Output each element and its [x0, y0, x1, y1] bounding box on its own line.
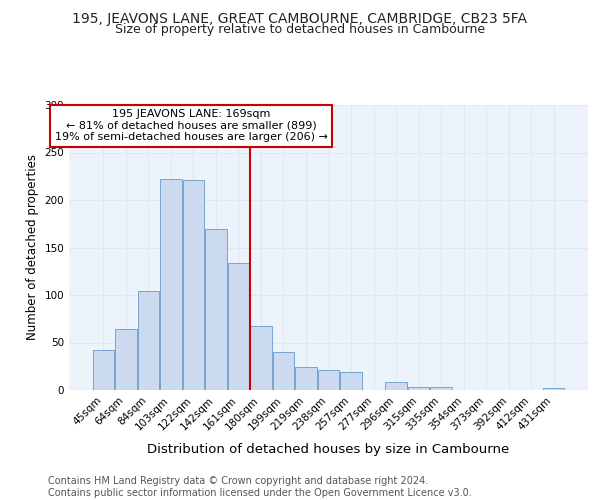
Bar: [182, 180, 204, 390]
Bar: [205, 228, 227, 390]
Bar: [295, 367, 317, 390]
Bar: [430, 387, 452, 390]
Bar: [160, 179, 182, 390]
Text: Size of property relative to detached houses in Cambourne: Size of property relative to detached ho…: [115, 24, 485, 36]
Text: 195, JEAVONS LANE, GREAT CAMBOURNE, CAMBRIDGE, CB23 5FA: 195, JEAVONS LANE, GREAT CAMBOURNE, CAMB…: [73, 12, 527, 26]
Bar: [543, 388, 565, 390]
X-axis label: Distribution of detached houses by size in Cambourne: Distribution of detached houses by size …: [148, 443, 509, 456]
Text: 195 JEAVONS LANE: 169sqm
← 81% of detached houses are smaller (899)
19% of semi-: 195 JEAVONS LANE: 169sqm ← 81% of detach…: [55, 110, 328, 142]
Bar: [115, 329, 137, 390]
Bar: [385, 382, 407, 390]
Bar: [228, 262, 249, 390]
Y-axis label: Number of detached properties: Number of detached properties: [26, 154, 39, 340]
Bar: [273, 352, 294, 390]
Bar: [92, 350, 114, 390]
Bar: [137, 291, 159, 390]
Bar: [408, 387, 429, 390]
Bar: [318, 370, 339, 390]
Text: Contains HM Land Registry data © Crown copyright and database right 2024.
Contai: Contains HM Land Registry data © Crown c…: [48, 476, 472, 498]
Bar: [340, 372, 362, 390]
Bar: [250, 326, 272, 390]
